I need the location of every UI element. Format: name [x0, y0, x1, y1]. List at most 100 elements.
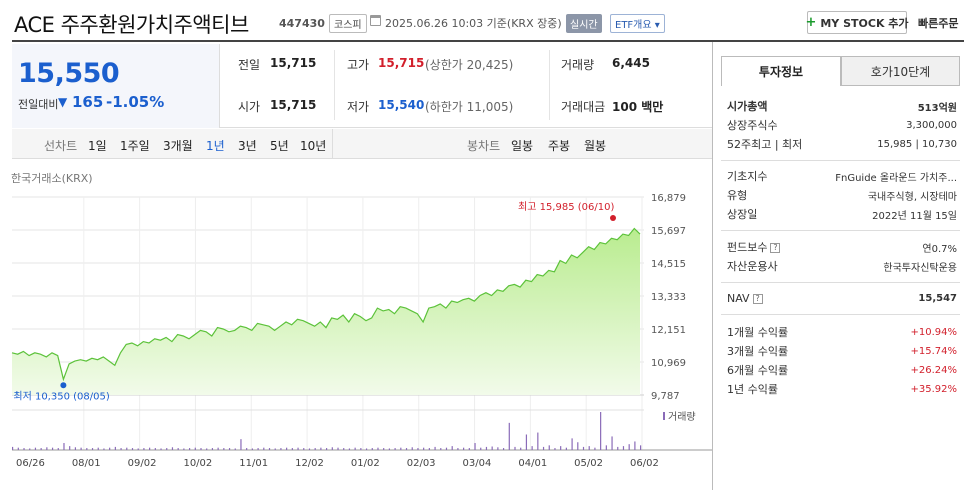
calendar-icon [370, 15, 381, 26]
info-divider [721, 160, 960, 161]
upper-limit: (상한가 20,425) [425, 58, 514, 72]
index-value[interactable]: FnGuide 올라운드 가치주... [835, 172, 957, 184]
candle-chart-label: 봉차트 [467, 139, 501, 153]
change-label: 전일대비 [18, 98, 59, 111]
x-tick-label: 08/01 [72, 458, 101, 469]
low-marker [60, 382, 67, 389]
volume-bar [263, 447, 265, 450]
return-value: +26.24% [910, 364, 957, 376]
y-tick-label: 12,151 [651, 325, 686, 336]
volume-bar [91, 448, 94, 450]
add-mystock-label: MY STOCK 추가 [820, 16, 909, 30]
volume-bar [46, 447, 48, 450]
volume-bar [497, 447, 499, 450]
volume-bar [548, 445, 550, 450]
y-tick-label: 16,879 [651, 193, 686, 204]
return-row: 6개월 수익률 +26.24% [727, 362, 957, 378]
volume-bar [234, 448, 236, 450]
index-row: 기초지수 FnGuide 올라운드 가치주... [727, 168, 957, 184]
tab-daily[interactable]: 일봉 [511, 139, 534, 153]
manager-value: 한국투자신탁운용 [883, 262, 957, 274]
market-cap-row: 시가총액 513억원 [727, 98, 957, 114]
stock-code: 447430 [279, 17, 325, 30]
return-value: +10.94% [910, 326, 957, 338]
manager-row: 자산운용사 한국투자신탁운용 [727, 258, 957, 274]
quick-order-link[interactable]: 빠른주문 [918, 17, 959, 30]
tab-investment-info[interactable]: 투자정보 [721, 56, 841, 86]
volume-bar [120, 448, 122, 450]
price-chart[interactable]: 16,879 15,697 14,515 13,333 12,151 10,969 9,78… [0, 180, 712, 480]
etf-info-label: ETF개요 [615, 20, 652, 31]
return-row: 3개월 수익률 +15.74% [727, 343, 957, 359]
tab-3m[interactable]: 3개월 [163, 139, 193, 153]
y-tick-label: 10,969 [651, 358, 686, 369]
help-icon[interactable]: ? [752, 293, 763, 304]
volume-bar [308, 448, 311, 450]
volume-bar [440, 448, 442, 450]
shares-row: 상장주식수 3,300,000 [727, 117, 957, 133]
help-icon[interactable]: ? [770, 243, 781, 253]
volume-bar [29, 448, 31, 450]
etf-info-dropdown[interactable]: ETF개요 ▾ [610, 14, 665, 33]
tab-3y[interactable]: 3년 [238, 139, 257, 153]
tab-orderbook[interactable]: 호가10단계 [841, 56, 960, 86]
tab-monthly[interactable]: 월봉 [584, 139, 607, 153]
market-cap-value: 513억원 [917, 102, 957, 114]
amount-value: 100 백만 [612, 100, 664, 114]
volume-bar [223, 448, 225, 450]
stock-title: ACE 주주환원가치주액티브 [14, 13, 249, 37]
x-tick-label: 06/02 [630, 458, 659, 469]
volume-bar [485, 446, 488, 450]
volume-bar [211, 448, 214, 450]
high-value: 15,715 [378, 56, 425, 70]
volume-bars [12, 412, 642, 450]
realtime-badge[interactable]: 실시간 [566, 14, 602, 33]
volume-bar [502, 448, 505, 450]
week52-value: 15,985 | 10,730 [877, 138, 957, 150]
tab-1w[interactable]: 1주일 [120, 139, 150, 153]
listed-value: 2022년 11월 15일 [872, 210, 957, 222]
current-price: 15,550 [18, 58, 120, 89]
x-tick-label: 06/26 [16, 458, 45, 469]
volume-bar [445, 447, 448, 450]
volume-bar [297, 447, 299, 450]
volume-bar [428, 448, 430, 450]
week52-label: 52주최고 | 최저 [727, 138, 803, 151]
tab-10y[interactable]: 10년 [300, 139, 327, 153]
volume-bar [166, 448, 168, 450]
volume-bar [377, 447, 379, 450]
volume-bar [343, 448, 345, 450]
volume-bar [154, 448, 156, 450]
volume-bar [400, 447, 402, 450]
tab-weekly[interactable]: 주봉 [548, 139, 571, 153]
market-cap-label: 시가총액 [727, 100, 768, 113]
nav-value: 15,547 [918, 292, 957, 304]
volume-bar [257, 448, 259, 450]
volume-bar [628, 444, 630, 450]
tab-5y[interactable]: 5년 [270, 139, 289, 153]
tab-1d[interactable]: 1일 [88, 139, 107, 153]
current-price-box [12, 44, 220, 128]
volume-bar [194, 447, 196, 450]
high-marker [610, 215, 616, 221]
volume-bar [537, 432, 539, 450]
volume-bar [514, 446, 516, 450]
return-label: 6개월 수익률 [727, 364, 789, 377]
volume-bar [274, 448, 276, 450]
volume-bar [617, 446, 619, 450]
open-label: 시가 [238, 100, 261, 114]
plus-icon: + [805, 15, 817, 30]
add-mystock-button[interactable]: + MY STOCK 추가 [805, 11, 909, 34]
info-divider [721, 230, 960, 231]
period-bar [12, 129, 712, 159]
tab-1y[interactable]: 1년 [206, 139, 225, 153]
volume-bar [457, 448, 459, 450]
price-area [11, 227, 641, 395]
volume-bar [51, 447, 54, 450]
volume-bar [605, 445, 607, 450]
volume-bar [57, 448, 59, 450]
volume-bar [74, 447, 76, 450]
volume-bar [474, 443, 476, 450]
volume-bar [354, 447, 356, 450]
volume-bar [23, 448, 25, 450]
